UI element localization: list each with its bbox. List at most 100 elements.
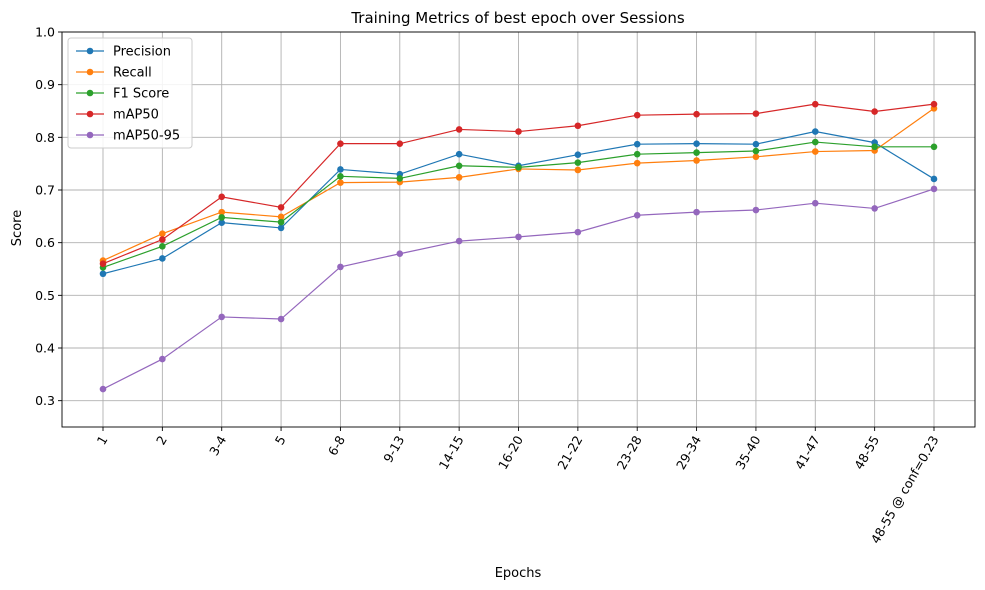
legend-item: Recall: [76, 66, 152, 81]
x-tick-label: 1: [94, 433, 111, 447]
legend-label: F1 Score: [113, 87, 169, 102]
data-point: [277, 224, 285, 232]
data-point: [574, 159, 582, 166]
series-map50-95: [99, 185, 938, 393]
series-lines: [99, 100, 938, 393]
series-map50: [99, 100, 938, 268]
x-tick-label: 41-47: [792, 433, 823, 472]
data-point: [455, 150, 463, 158]
data-point: [633, 159, 641, 167]
data-point: [811, 148, 819, 155]
grid: [62, 31, 975, 427]
y-axis-label: Score: [10, 210, 25, 246]
x-tick-label: 16-20: [495, 433, 526, 472]
data-point: [159, 255, 166, 262]
data-point: [752, 110, 760, 117]
data-point: [930, 175, 938, 183]
data-point: [811, 138, 819, 146]
data-point: [159, 236, 166, 243]
data-point: [574, 151, 582, 159]
legend-marker: [86, 131, 94, 139]
data-point: [515, 128, 522, 135]
data-point: [633, 140, 641, 148]
y-tick-label: 0.5: [35, 288, 55, 303]
axes: [58, 31, 976, 431]
data-point: [455, 126, 463, 133]
data-point: [99, 270, 107, 278]
data-point: [455, 162, 463, 170]
y-tick-label: 0.8: [35, 130, 55, 145]
legend-item: mAP50: [76, 108, 159, 123]
x-tick-label: 5: [272, 433, 289, 447]
x-tick-label: 48-55 @ conf=0.23: [868, 433, 942, 546]
data-point: [277, 213, 285, 221]
data-point: [574, 228, 582, 236]
data-point: [99, 385, 107, 393]
legend-marker: [86, 68, 94, 76]
legend-box: [67, 37, 193, 149]
legend-marker: [86, 89, 94, 97]
series-f1-score: [99, 138, 938, 271]
data-point: [930, 185, 938, 193]
data-point: [337, 263, 344, 271]
data-point: [99, 260, 107, 268]
data-point: [159, 243, 166, 250]
data-point: [693, 140, 700, 147]
legend-marker: [86, 110, 94, 118]
data-point: [337, 140, 344, 147]
data-point: [277, 204, 285, 211]
legend-label: Precision: [113, 45, 171, 60]
y-tick-label: 0.9: [35, 77, 55, 92]
data-point: [574, 166, 582, 174]
y-tick-label: 0.3: [35, 393, 55, 408]
data-point: [574, 122, 582, 130]
data-point: [693, 149, 700, 156]
y-tick-label: 0.6: [35, 235, 55, 250]
data-point: [871, 143, 878, 151]
data-point: [693, 110, 700, 118]
x-tick-label: 3-4: [206, 433, 229, 458]
legend-item: F1 Score: [76, 87, 169, 102]
x-tick-label: 35-40: [732, 433, 763, 472]
data-point: [396, 175, 404, 182]
data-point: [633, 150, 641, 158]
data-point: [515, 164, 522, 171]
data-point: [752, 147, 760, 155]
legend-marker: [86, 47, 94, 55]
data-point: [811, 128, 819, 135]
data-point: [337, 173, 344, 180]
x-axis-label: Epochs: [495, 566, 542, 581]
x-tick-label: 23-28: [614, 433, 645, 472]
data-point: [871, 108, 878, 115]
data-point: [218, 313, 226, 321]
data-point: [159, 230, 166, 238]
data-point: [218, 214, 226, 221]
data-point: [218, 208, 226, 216]
legend-item: mAP50-95: [76, 129, 180, 144]
data-point: [930, 143, 938, 151]
data-point: [871, 205, 878, 212]
chart-title: Training Metrics of best epoch over Sess…: [350, 9, 685, 27]
legend-label: mAP50: [113, 108, 159, 123]
data-point: [752, 140, 760, 148]
legend: Precision Recall F1 Score mAP50 mAP50-95: [67, 37, 193, 149]
y-tick-label: 1.0: [35, 25, 55, 40]
data-point: [811, 100, 819, 108]
x-tick-label: 2: [153, 433, 170, 447]
data-point: [930, 100, 938, 108]
data-point: [811, 199, 819, 207]
x-tick-label: 21-22: [554, 433, 585, 472]
data-point: [218, 193, 226, 201]
data-point: [337, 166, 344, 173]
x-tick-label: 6-8: [325, 433, 348, 458]
legend-label: mAP50-95: [113, 129, 180, 144]
data-point: [396, 140, 404, 147]
legend-label: Recall: [113, 66, 152, 81]
plot-frame: [61, 31, 976, 428]
data-point: [693, 208, 700, 216]
data-point: [455, 237, 463, 245]
data-point: [633, 211, 641, 219]
y-tick-label: 0.7: [35, 183, 55, 198]
data-point: [752, 153, 760, 161]
